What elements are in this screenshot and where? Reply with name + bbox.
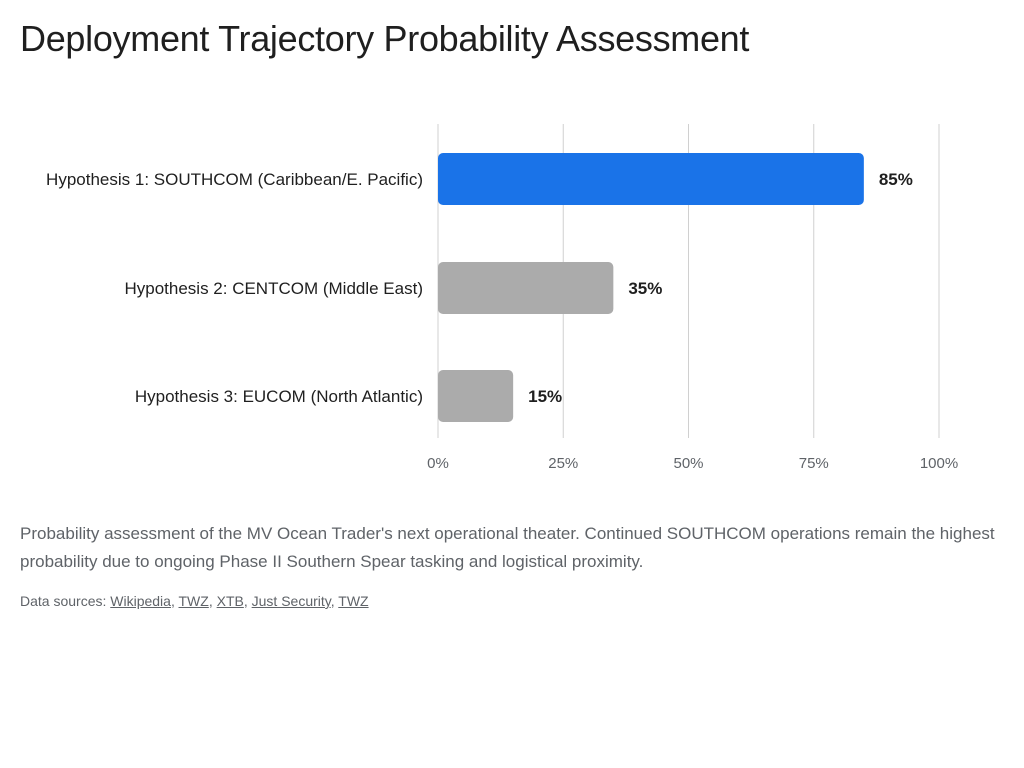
data-label: 15%	[528, 387, 562, 406]
bar	[438, 262, 614, 314]
data-sources-prefix: Data sources:	[20, 593, 111, 609]
bar-chart: 0% 25% 50% 75% 100% Hypothesis 1: SOUTHCOM (C…	[46, 124, 958, 472]
source-separator: ,	[208, 593, 217, 609]
source-link[interactable]: Wikipedia	[110, 593, 171, 609]
data-sources: Data sources: Wikipedia, TWZ, XTB, Just …	[20, 593, 369, 609]
source-separator: ,	[170, 593, 179, 609]
category-label: Hypothesis 1: SOUTHCOM (Caribbean/E. Pac…	[46, 170, 423, 189]
chart-title: Deployment Trajectory Probability Assess…	[20, 18, 750, 59]
x-tick-label: 75%	[799, 455, 829, 472]
source-link[interactable]: TWZ	[338, 593, 369, 609]
data-label: 85%	[879, 170, 913, 189]
category-label: Hypothesis 3: EUCOM (North Atlantic)	[135, 387, 423, 406]
x-tick-label: 0%	[427, 455, 449, 472]
bar	[438, 153, 864, 205]
source-link[interactable]: Just Security	[251, 593, 331, 609]
data-label: 35%	[628, 279, 662, 298]
chart-caption: Probability assessment of the MV Ocean T…	[20, 524, 995, 571]
x-tick-label: 100%	[920, 455, 958, 472]
source-link[interactable]: TWZ	[178, 593, 209, 609]
source-link[interactable]: XTB	[216, 593, 244, 609]
x-tick-label: 25%	[548, 455, 578, 472]
source-separator: ,	[243, 593, 252, 609]
bar	[438, 370, 514, 422]
source-separator: ,	[330, 593, 339, 609]
x-tick-label: 50%	[673, 455, 703, 472]
source-links: Wikipedia, TWZ, XTB, Just Security, TWZ	[110, 593, 368, 609]
category-label: Hypothesis 2: CENTCOM (Middle East)	[124, 279, 423, 298]
